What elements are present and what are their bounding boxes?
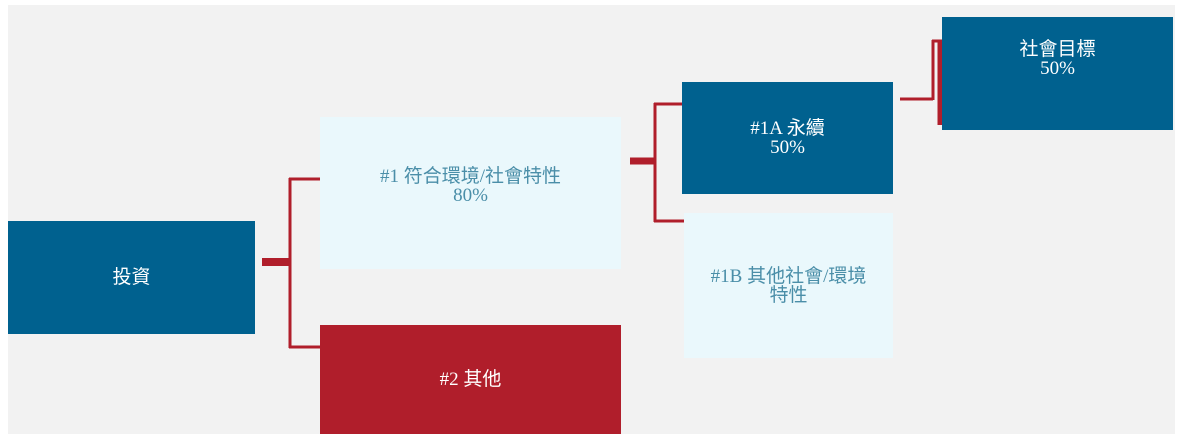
node: #1B 其他社會/環境 特性	[684, 213, 893, 358]
node-value: 80%	[453, 185, 488, 206]
node: #1A 永續 50%	[682, 82, 893, 194]
node: 投資	[8, 221, 255, 334]
node-value: 50%	[770, 137, 805, 158]
node: 社會目標 50%	[942, 17, 1173, 130]
node-label: 社會目標	[1019, 38, 1096, 60]
node-label: #1 符合環境/社會特性	[379, 166, 562, 187]
node: #1 符合環境/社會特性 80%	[320, 117, 621, 269]
node-label: #2 其他	[439, 369, 502, 390]
node-label: 投資	[112, 267, 151, 288]
node-label: #1A 永續	[750, 118, 825, 139]
connector-lines	[262, 39, 943, 349]
node-label: 特性	[769, 284, 808, 306]
node: #2 其他	[320, 325, 621, 434]
node-label: #1B 其他社會/環境	[710, 265, 867, 287]
node-value: 50%	[1040, 57, 1075, 79]
